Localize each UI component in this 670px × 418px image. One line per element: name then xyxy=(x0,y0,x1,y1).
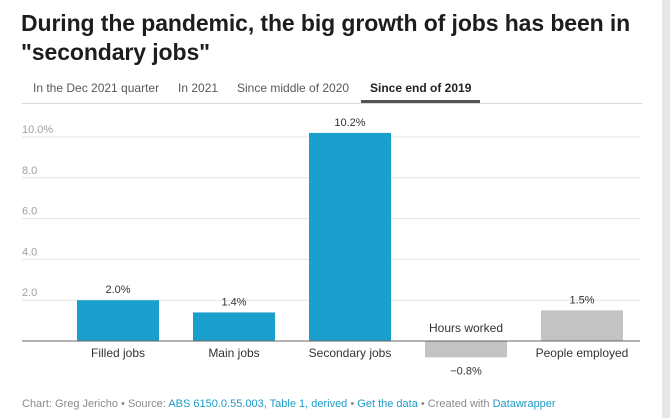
tab-underline-rule xyxy=(22,103,642,104)
category-label: Secondary jobs xyxy=(309,346,392,360)
footer-separator: • Source: xyxy=(117,398,169,410)
tab-dec-2021-quarter[interactable]: In the Dec 2021 quarter xyxy=(33,81,160,95)
bar-value-label: 1.4% xyxy=(221,296,246,308)
chart-footer: Chart: Greg Jericho • Source: ABS 6150.0… xyxy=(22,398,556,410)
category-label: Filled jobs xyxy=(91,346,145,360)
bar-chart: 2.0 4.0 6.0 8.0 10.0% 2.0% 1.4% 10.2% −0.8% 1.5%… xyxy=(22,117,640,377)
category-label: Main jobs xyxy=(208,346,259,360)
bar-value-label: −0.8% xyxy=(450,365,482,377)
bar-value-labels: 2.0% 1.4% 10.2% −0.8% 1.5% xyxy=(105,117,594,377)
source-link[interactable]: ABS 6150.0.55.003, Table 1, derived xyxy=(168,398,348,410)
window-edge xyxy=(662,0,670,418)
bar[interactable] xyxy=(425,341,507,358)
bar-value-label: 2.0% xyxy=(105,284,130,296)
bar[interactable] xyxy=(541,310,623,341)
bar[interactable] xyxy=(309,132,391,341)
category-label: People employed xyxy=(536,346,629,360)
bar-value-label: 10.2% xyxy=(334,117,365,129)
footer-credit: Chart: Greg Jericho xyxy=(22,398,118,410)
bar[interactable] xyxy=(193,312,275,341)
category-labels: Filled jobs Main jobs Secondary jobs Hours … xyxy=(91,321,628,360)
bar[interactable] xyxy=(77,300,159,341)
category-label: Hours worked xyxy=(429,321,503,335)
footer-separator: • xyxy=(347,398,358,410)
get-data-link[interactable]: Get the data xyxy=(357,398,418,410)
footer-separator: • Created with xyxy=(417,398,493,410)
tab-in-2021[interactable]: In 2021 xyxy=(178,81,219,95)
tab-since-middle-2020[interactable]: Since middle of 2020 xyxy=(237,81,350,95)
y-tick-label: 10.0% xyxy=(22,124,53,136)
y-tick-label: 8.0 xyxy=(22,165,37,177)
tab-since-end-2019[interactable]: Since end of 2019 xyxy=(361,74,481,103)
chart-area: 2.0 4.0 6.0 8.0 10.0% 2.0% 1.4% 10.2% −0.8% 1.5%… xyxy=(0,110,662,385)
y-tick-label: 2.0 xyxy=(22,287,37,299)
y-tick-label: 4.0 xyxy=(22,246,37,258)
chart-title: During the pandemic, the big growth of j… xyxy=(21,10,631,65)
y-axis-ticks: 2.0 4.0 6.0 8.0 10.0% xyxy=(22,124,53,299)
bars xyxy=(77,132,623,358)
y-tick-label: 6.0 xyxy=(22,206,37,218)
bar-value-label: 1.5% xyxy=(569,294,594,306)
tab-bar: In the Dec 2021 quarter In 2021 Since mi… xyxy=(22,74,642,104)
datawrapper-link[interactable]: Datawrapper xyxy=(492,398,556,410)
